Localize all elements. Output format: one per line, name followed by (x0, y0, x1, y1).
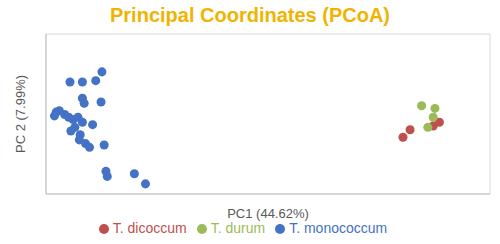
svg-text:PC1 (44.62%): PC1 (44.62%) (227, 206, 309, 221)
html-text:Principal Coordinates (PCoA): Principal Coordinates (PCoA) (110, 4, 390, 26)
svg-text:PC 2 (7.99%): PC 2 (7.99%) (13, 75, 28, 153)
html-text:T. dicoccum: T. dicoccum (112, 220, 187, 236)
html-text:T. durum: T. durum (210, 220, 266, 236)
html-text:T. monococcum: T. monococcum (289, 220, 388, 236)
